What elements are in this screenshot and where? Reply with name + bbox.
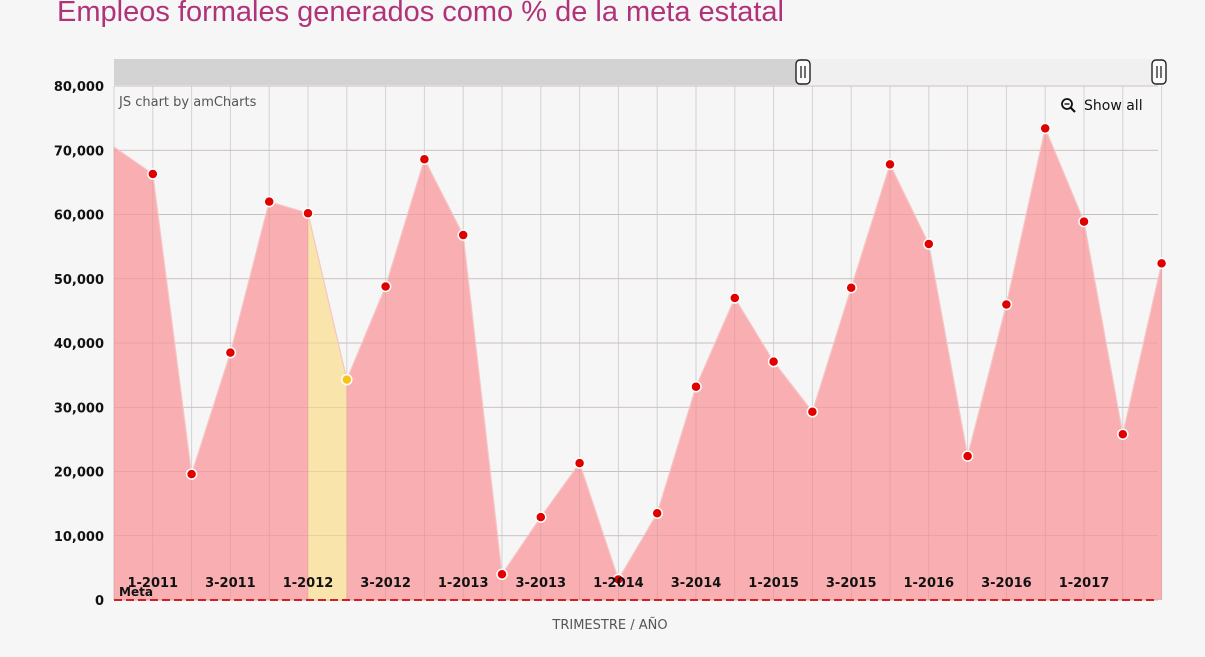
x-tick-label: 1-2012 <box>283 576 334 591</box>
area-segment <box>773 361 813 600</box>
show-all-label[interactable]: Show all <box>1084 98 1143 114</box>
data-point[interactable] <box>302 207 314 219</box>
series-line-path <box>113 126 1163 581</box>
data-point[interactable] <box>961 450 974 462</box>
area-segment <box>1045 128 1084 600</box>
data-point[interactable] <box>729 292 741 304</box>
data-point[interactable] <box>496 568 508 581</box>
y-tick-label: 10,000 <box>54 530 104 545</box>
series-line <box>113 126 1163 581</box>
y-tick-label: 20,000 <box>54 466 104 481</box>
y-tick-label: 80,000 <box>54 80 104 95</box>
data-point[interactable] <box>1000 298 1013 311</box>
area-segment <box>967 304 1007 600</box>
x-tick-label: 1-2011 <box>127 576 178 591</box>
x-tick-label: 3-2011 <box>205 576 256 591</box>
area-segment <box>269 201 308 600</box>
area-segment <box>114 147 153 600</box>
area-segment <box>928 244 968 600</box>
x-tick-label: 3-2014 <box>671 576 722 591</box>
y-tick-label: 50,000 <box>54 273 104 288</box>
area-series <box>113 85 1162 601</box>
data-point[interactable] <box>418 153 431 165</box>
y-tick-label: 0 <box>95 594 104 609</box>
data-point[interactable] <box>379 280 392 293</box>
area-segment <box>657 386 696 600</box>
show-all-button[interactable]: Show all <box>1061 98 1143 114</box>
guide-label: Meta <box>119 585 153 599</box>
data-point[interactable] <box>263 195 275 208</box>
scrollbar-selected-range[interactable] <box>114 59 803 85</box>
data-point[interactable] <box>1039 122 1051 135</box>
x-tick-label: 3-2016 <box>981 576 1032 591</box>
data-point[interactable] <box>651 507 663 520</box>
data-point[interactable] <box>767 355 780 368</box>
y-tick-label: 30,000 <box>54 401 104 416</box>
data-point[interactable] <box>884 158 896 171</box>
scrollbar-right-handle[interactable] <box>1151 59 1167 85</box>
area-segment <box>540 463 580 600</box>
x-axis-label: TRIMESTRE / AÑO <box>551 617 667 633</box>
x-tick-label: 1-2013 <box>438 576 489 591</box>
data-point[interactable] <box>923 238 935 250</box>
area-segment <box>734 298 774 600</box>
area-segment <box>1006 128 1046 600</box>
data-point[interactable] <box>457 229 469 241</box>
y-tick-label: 60,000 <box>54 209 104 224</box>
x-tick-label: 1-2017 <box>1059 576 1110 591</box>
area-segment <box>424 159 464 600</box>
area-segment <box>618 513 658 600</box>
area-segment <box>579 463 619 600</box>
x-tick-label: 1-2014 <box>593 576 644 591</box>
axes: 0 10,000 20,000 30,000 40,000 50,000 60,000 70,… <box>54 80 1158 609</box>
x-tick-label: 1-2016 <box>903 576 954 591</box>
area-segment <box>346 286 386 600</box>
area-segment <box>1084 221 1123 600</box>
y-tick-label: 40,000 <box>54 337 104 352</box>
area-segment <box>502 517 541 600</box>
data-point[interactable] <box>1078 215 1090 228</box>
data-point[interactable] <box>612 573 625 586</box>
area-segment <box>851 164 890 600</box>
area-segment <box>696 298 735 600</box>
zoom-out-icon <box>1061 98 1076 113</box>
x-tick-label: 1-2015 <box>748 576 799 591</box>
data-point[interactable] <box>341 373 353 386</box>
y-tick-label: 70,000 <box>54 144 104 159</box>
area-segment <box>890 164 929 600</box>
area-segment <box>385 159 425 600</box>
data-point[interactable] <box>147 168 159 180</box>
area-segment <box>463 235 502 600</box>
area-segment <box>152 174 192 600</box>
x-tick-label: 3-2013 <box>515 576 566 591</box>
chart-credit[interactable]: JS chart by amCharts <box>118 95 257 110</box>
data-point[interactable] <box>806 405 819 418</box>
data-point[interactable] <box>1155 257 1168 270</box>
x-tick-label: 3-2015 <box>826 576 877 591</box>
data-point[interactable] <box>845 281 857 294</box>
area-segment <box>308 213 347 600</box>
x-tick-label: 3-2012 <box>360 576 411 591</box>
data-point[interactable] <box>224 346 237 359</box>
chart-title: Empleos formales generados como % de la … <box>57 0 784 28</box>
data-point[interactable] <box>690 380 702 393</box>
area-segment <box>230 201 270 600</box>
data-point[interactable] <box>535 511 547 523</box>
data-point[interactable] <box>573 457 586 469</box>
area-segment <box>812 287 852 600</box>
area-segment <box>191 352 231 600</box>
area-segment <box>1122 263 1162 600</box>
data-point[interactable] <box>185 468 198 480</box>
data-point[interactable] <box>1117 428 1129 440</box>
scrollbar-left-handle[interactable] <box>795 59 811 85</box>
data-points <box>147 122 1168 586</box>
scrollbar[interactable] <box>114 59 1167 85</box>
